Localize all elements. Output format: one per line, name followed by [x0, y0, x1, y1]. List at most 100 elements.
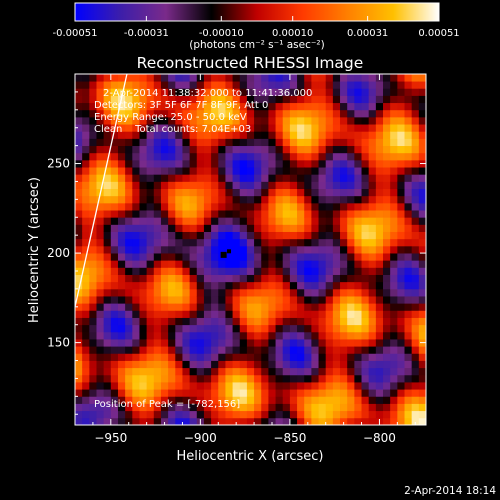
heatmap-cell	[261, 396, 269, 404]
heatmap-cell	[261, 145, 269, 154]
heatmap-cell	[411, 81, 420, 89]
heatmap-cell	[125, 224, 133, 232]
heatmap-cell	[160, 281, 169, 290]
heatmap-cell	[246, 152, 255, 161]
heatmap-cell	[175, 353, 183, 361]
heatmap-cell	[139, 109, 148, 118]
heatmap-cell	[110, 253, 119, 261]
heatmap-cell	[82, 346, 90, 354]
heatmap-cell	[75, 267, 83, 275]
heatmap-cell	[325, 88, 334, 96]
heatmap-cell	[82, 88, 90, 96]
heatmap-cell	[375, 81, 384, 89]
heatmap-cell	[390, 339, 398, 347]
heatmap-cell	[383, 274, 391, 283]
heatmap-cell	[132, 296, 140, 304]
heatmap-cell	[125, 195, 133, 204]
heatmap-cell	[125, 288, 133, 297]
heatmap-cell	[211, 74, 219, 82]
heatmap-cell	[368, 374, 377, 383]
heatmap-cell	[196, 210, 205, 218]
heatmap-cell	[411, 360, 420, 369]
heatmap-cell	[139, 81, 148, 89]
heatmap-cell	[160, 346, 169, 354]
heatmap-cell	[175, 367, 183, 376]
heatmap-cell	[289, 116, 298, 125]
heatmap-cell	[383, 253, 391, 261]
heatmap-cell	[289, 102, 298, 111]
heatmap-cell	[354, 389, 362, 397]
heatmap-cell	[282, 81, 291, 89]
heatmap-cell	[232, 403, 241, 412]
heatmap-cell	[225, 181, 233, 190]
heatmap-cell	[254, 81, 262, 89]
heatmap-cell	[282, 167, 291, 175]
heatmap-cell	[196, 202, 205, 211]
heatmap-cell	[160, 102, 169, 111]
heatmap-cell	[110, 310, 119, 318]
heatmap-cell	[318, 253, 327, 261]
heatmap-cell	[239, 339, 248, 347]
heatmap-cell	[361, 217, 370, 225]
heatmap-cell	[289, 353, 298, 361]
heatmap-cell	[82, 310, 90, 318]
heatmap-cell	[96, 224, 105, 232]
heatmap-cell	[132, 210, 140, 218]
heatmap-cell	[411, 374, 420, 383]
heatmap-cell	[246, 339, 255, 347]
heatmap-cell	[325, 152, 334, 161]
heatmap-cell	[182, 303, 191, 311]
heatmap-cell	[347, 95, 355, 104]
heatmap-cell	[361, 410, 370, 419]
heatmap-cell	[132, 288, 140, 297]
heatmap-cell	[232, 238, 241, 247]
heatmap-cell	[361, 288, 370, 297]
heatmap-cell	[82, 138, 90, 147]
heatmap-cell	[340, 374, 348, 383]
heatmap-cell	[404, 109, 413, 118]
heatmap-cell	[117, 382, 126, 390]
heatmap-cell	[275, 217, 284, 225]
heatmap-cell	[332, 138, 341, 147]
heatmap-cell	[318, 210, 327, 218]
heatmap-cell	[110, 303, 119, 311]
heatmap-cell	[390, 274, 398, 283]
heatmap-cell	[397, 138, 405, 147]
heatmap-cell	[354, 346, 362, 354]
heatmap-cell	[82, 116, 90, 125]
heatmap-cell	[354, 331, 362, 340]
heatmap-cell	[182, 288, 191, 297]
heatmap-cell	[125, 274, 133, 283]
heatmap-cell	[89, 131, 97, 139]
heatmap-cell	[318, 188, 327, 197]
heatmap-cell	[404, 389, 413, 397]
heatmap-cell	[103, 303, 112, 311]
heatmap-cell	[125, 74, 133, 82]
heatmap-cell	[246, 382, 255, 390]
heatmap-cell	[225, 152, 233, 161]
heatmap-cell	[390, 396, 398, 404]
heatmap-cell	[96, 238, 105, 247]
heatmap-cell	[239, 367, 248, 376]
heatmap-cell	[239, 389, 248, 397]
heatmap-cell	[75, 81, 83, 89]
heatmap-cell	[175, 382, 183, 390]
heatmap-cell	[325, 116, 334, 125]
heatmap-cell	[375, 145, 384, 154]
heatmap-cell	[318, 245, 327, 254]
heatmap-cell	[311, 310, 319, 318]
heatmap-cell	[397, 159, 405, 168]
heatmap-cell	[332, 267, 341, 275]
heatmap-cell	[218, 238, 226, 247]
heatmap-cell	[332, 159, 341, 168]
heatmap-cell	[282, 245, 291, 254]
heatmap-cell	[297, 274, 305, 283]
heatmap-cell	[211, 188, 219, 197]
heatmap-cell	[211, 410, 219, 419]
heatmap-cell	[246, 145, 255, 154]
heatmap-cell	[189, 367, 198, 376]
heatmap-cell	[117, 346, 126, 354]
heatmap-cell	[325, 195, 334, 204]
heatmap-cell	[160, 210, 169, 218]
heatmap-cell	[182, 410, 191, 419]
